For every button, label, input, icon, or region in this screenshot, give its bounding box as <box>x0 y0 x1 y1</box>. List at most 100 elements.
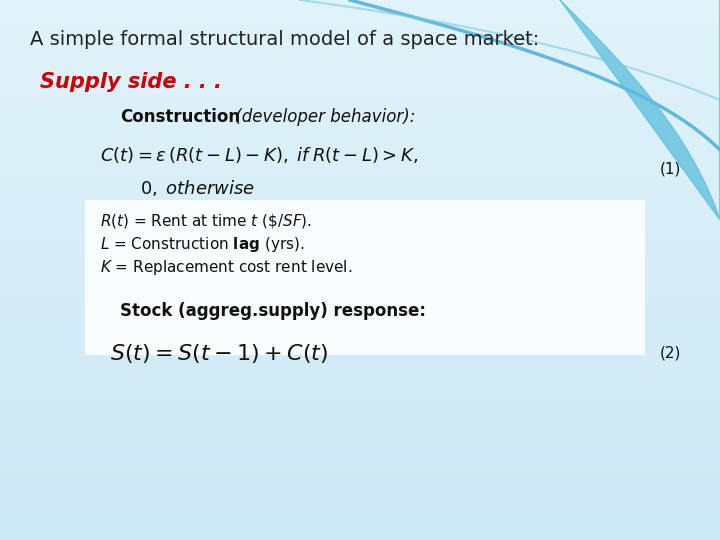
Bar <box>0 243 720 248</box>
Bar <box>0 448 720 454</box>
Bar <box>0 346 720 351</box>
Bar <box>0 22 720 27</box>
Bar <box>0 297 720 302</box>
Bar <box>0 0 720 5</box>
Bar <box>0 275 720 281</box>
Bar <box>0 491 720 497</box>
Bar <box>0 86 720 92</box>
Text: A simple formal structural model of a space market:: A simple formal structural model of a sp… <box>30 30 539 49</box>
Bar <box>0 27 720 32</box>
Bar <box>0 65 720 70</box>
Bar <box>0 259 720 265</box>
Bar <box>0 502 720 508</box>
Bar <box>0 405 720 410</box>
Text: Stock (aggreg.supply) response:: Stock (aggreg.supply) response: <box>120 302 426 320</box>
Bar <box>0 313 720 319</box>
Text: $C(t) = \varepsilon\,(R(t-L)-K),\; \mathit{if}\; R(t-L) > K,$: $C(t) = \varepsilon\,(R(t-L)-K),\; \math… <box>100 145 418 165</box>
Text: (developer behavior):: (developer behavior): <box>230 108 415 126</box>
Bar <box>0 335 720 340</box>
Bar <box>0 49 720 54</box>
Bar <box>0 140 720 146</box>
Bar <box>0 227 720 232</box>
Bar <box>0 427 720 432</box>
Bar <box>0 221 720 227</box>
Bar <box>0 410 720 416</box>
Bar <box>0 173 720 178</box>
Bar <box>0 362 720 367</box>
Bar <box>0 464 720 470</box>
Bar <box>0 167 720 173</box>
Bar <box>0 319 720 324</box>
Bar <box>0 76 720 81</box>
Bar <box>0 124 720 130</box>
Bar <box>0 151 720 157</box>
Bar <box>0 308 720 313</box>
Bar <box>0 232 720 238</box>
Bar <box>0 481 720 486</box>
Bar <box>0 189 720 194</box>
Bar <box>0 475 720 481</box>
Bar <box>0 356 720 362</box>
FancyBboxPatch shape <box>85 200 645 355</box>
Bar <box>0 383 720 389</box>
Bar <box>0 389 720 394</box>
Bar <box>0 113 720 119</box>
Bar <box>0 486 720 491</box>
Polygon shape <box>560 0 720 220</box>
Text: $0,\; \mathit{otherwise}$: $0,\; \mathit{otherwise}$ <box>140 178 255 198</box>
Bar <box>0 497 720 502</box>
Text: $R(t)$ = Rent at time $t$ ($\$/SF$).: $R(t)$ = Rent at time $t$ ($\$/SF$). <box>100 212 312 230</box>
Bar <box>0 92 720 97</box>
Bar <box>0 265 720 270</box>
Bar <box>0 373 720 378</box>
Bar <box>0 200 720 205</box>
Bar <box>0 81 720 86</box>
Bar <box>0 351 720 356</box>
Bar <box>0 324 720 329</box>
Bar <box>0 59 720 65</box>
Bar <box>0 443 720 448</box>
Text: Construction: Construction <box>120 108 240 126</box>
Bar <box>0 32 720 38</box>
Bar <box>0 43 720 49</box>
Bar <box>0 108 720 113</box>
Bar <box>0 270 720 275</box>
Bar <box>0 216 720 221</box>
Bar <box>0 16 720 22</box>
Bar <box>0 135 720 140</box>
Bar <box>0 178 720 184</box>
Bar <box>0 281 720 286</box>
Text: $S(t) = S(t-1) + C(t)$: $S(t) = S(t-1) + C(t)$ <box>110 342 328 365</box>
Bar <box>0 378 720 383</box>
Text: $K$ = Replacement cost rent level.: $K$ = Replacement cost rent level. <box>100 258 352 277</box>
Bar <box>0 119 720 124</box>
Bar <box>0 130 720 135</box>
Bar <box>0 513 720 518</box>
Bar <box>0 524 720 529</box>
Text: (1): (1) <box>660 162 681 177</box>
Bar <box>0 340 720 346</box>
Bar <box>0 432 720 437</box>
Text: (2): (2) <box>660 345 681 360</box>
Bar <box>0 70 720 76</box>
Bar <box>0 205 720 211</box>
Bar <box>0 146 720 151</box>
Bar <box>0 421 720 427</box>
Bar <box>0 508 720 513</box>
Bar <box>0 302 720 308</box>
Bar <box>0 394 720 400</box>
Bar <box>0 211 720 216</box>
Bar <box>0 535 720 540</box>
Text: Supply side . . .: Supply side . . . <box>40 72 222 92</box>
Bar <box>0 518 720 524</box>
Bar <box>0 254 720 259</box>
Bar <box>0 529 720 535</box>
Bar <box>0 400 720 405</box>
Bar <box>0 103 720 108</box>
Bar <box>0 329 720 335</box>
Bar <box>0 194 720 200</box>
Bar <box>0 286 720 292</box>
Bar <box>0 5 720 11</box>
Bar <box>0 162 720 167</box>
Bar <box>0 292 720 297</box>
